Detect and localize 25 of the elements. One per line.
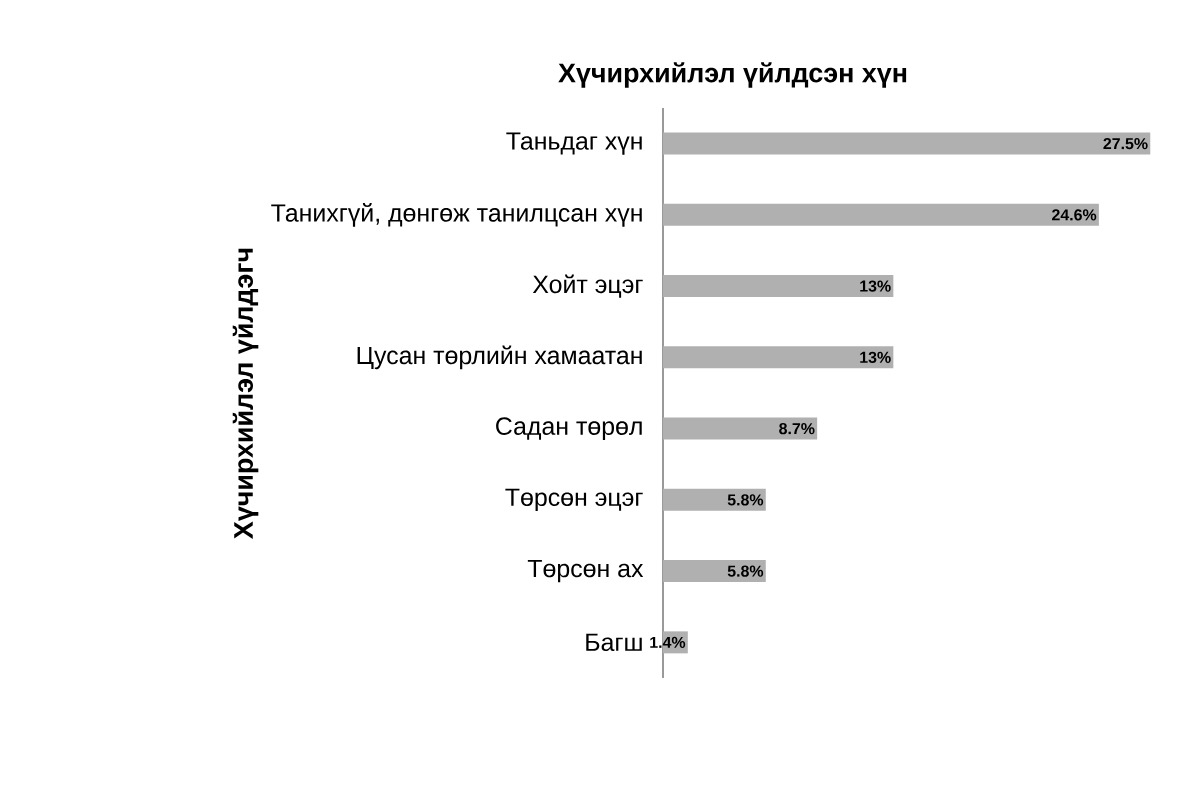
data-label: 24.6%: [1052, 209, 1097, 221]
bar: [663, 132, 1151, 155]
data-label: 8.7%: [779, 422, 815, 435]
bar: [663, 203, 1099, 226]
data-label: 13%: [860, 280, 891, 292]
y-axis-title: Хүчирхийлэл үйлдэгч: [232, 248, 259, 539]
data-label: 5.8%: [727, 494, 764, 506]
data-label: 27.5%: [1103, 137, 1148, 150]
y-tick-label: Төрсөн ах: [527, 559, 644, 583]
chart-title: Хүчирхийлэл үйлдсэн хүн: [558, 62, 907, 88]
y-tick-label: Багш: [586, 633, 642, 652]
y-tick-label: Танихгүй, дөнгөж танилцсан хүн: [271, 203, 642, 227]
bar: [663, 275, 894, 298]
bar: [663, 488, 766, 511]
y-tick-label: Цусан төрлийн хамаатан: [357, 345, 642, 370]
y-tick-label: Төрсөн эцэг: [505, 488, 643, 512]
data-label: 1.4%: [650, 636, 686, 648]
bar: [663, 417, 818, 440]
y-tick-label: Таньдаг хүн: [506, 132, 642, 155]
y-tick-label: Хойт эцэг: [532, 274, 643, 298]
data-label: 5.8%: [727, 565, 764, 577]
data-label: 13%: [860, 351, 891, 364]
bar: [663, 346, 894, 369]
bar: [663, 560, 766, 583]
y-tick-label: Садан төрөл: [496, 417, 642, 440]
